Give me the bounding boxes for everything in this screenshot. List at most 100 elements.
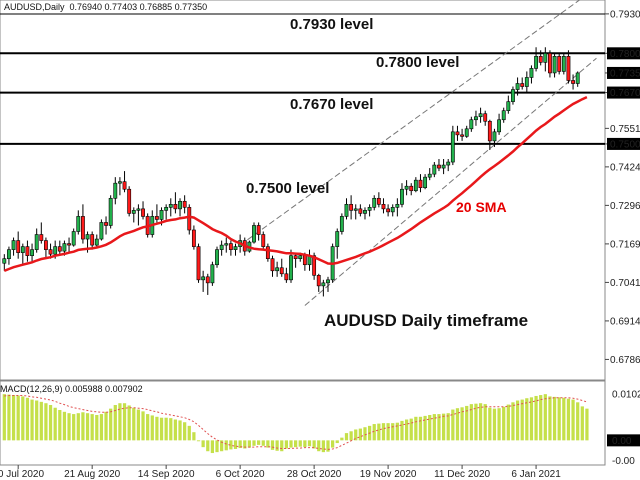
candle-body (316, 275, 321, 287)
candle-body (302, 255, 307, 266)
channel-lower-line (304, 57, 597, 306)
candle-body (71, 231, 76, 246)
candle-body (515, 83, 520, 90)
macd-histogram-bar (192, 432, 196, 441)
macd-histogram-bar (81, 412, 85, 441)
candle-body (48, 249, 53, 255)
macd-histogram-bar (201, 440, 205, 448)
macd-histogram-bar (580, 406, 584, 441)
macd-histogram-bar (39, 401, 43, 441)
macd-histogram-bar (44, 403, 48, 441)
macd-histogram-bar (215, 440, 219, 453)
macd-histogram-bar (164, 417, 168, 441)
macd-tick-label: -0.00 (612, 456, 635, 467)
macd-histogram-bar (363, 427, 367, 441)
candle-body (557, 56, 562, 72)
macd-histogram-bar (48, 405, 53, 441)
candle-body (363, 210, 367, 214)
macd-histogram-bar (187, 425, 191, 441)
macd-histogram-bar (552, 396, 557, 441)
candle-body (552, 56, 557, 74)
macd-histogram-bar (428, 414, 432, 441)
candle-body (39, 234, 44, 241)
candle-body (44, 240, 48, 250)
macd-histogram-bar (451, 409, 455, 441)
macd-histogram-bar (289, 440, 293, 448)
price-tag (607, 86, 640, 99)
macd-histogram-bar (183, 422, 187, 441)
macd-histogram-bar (2, 394, 6, 441)
candle-body (293, 255, 298, 259)
macd-histogram-bar (571, 399, 575, 441)
macd-histogram-bar (404, 419, 409, 441)
macd-histogram-bar (465, 405, 469, 441)
candle-body (326, 279, 330, 284)
macd-indicator (2, 394, 589, 454)
candle-body (418, 179, 423, 189)
candle-body (173, 204, 178, 210)
candle-body (141, 208, 145, 217)
candle-body (265, 246, 270, 259)
macd-histogram-bar (414, 416, 418, 441)
macd-histogram-bar (317, 440, 321, 452)
sma-line (3, 95, 588, 272)
macd-histogram-bar (178, 420, 182, 441)
sma-20-line (3, 95, 588, 272)
macd-histogram-bar (95, 414, 99, 441)
annotation-level-7500: 0.7500 level (246, 180, 329, 197)
candle-body (270, 258, 275, 272)
annotation-level-7930: 0.7930 level (290, 16, 373, 33)
macd-histogram-bar (330, 440, 335, 448)
candle-body (201, 276, 206, 281)
macd-histogram-bar (252, 440, 256, 446)
candle-body (187, 207, 192, 231)
macd-histogram-bar (469, 404, 473, 441)
candle-body (34, 234, 39, 250)
candle-body (224, 243, 229, 246)
candle-body (154, 216, 159, 220)
macd-histogram-bar (432, 414, 436, 441)
price-tick-label: 0.67865 (610, 355, 640, 366)
macd-histogram-bar (534, 395, 538, 441)
candle-body (284, 273, 289, 281)
macd-zero-tag (607, 434, 640, 447)
candle-body (104, 222, 108, 226)
date-tick-label: 28 Oct 2020 (287, 469, 342, 480)
channel-upper-line (239, 0, 581, 246)
macd-histogram-bar (127, 405, 131, 441)
candle-body (312, 255, 317, 276)
macd-histogram-bar (515, 400, 520, 441)
macd-histogram-bar (141, 411, 145, 441)
candle-body (81, 216, 85, 240)
symbol-text: AUDUSD,Daily (4, 2, 65, 12)
price-tick-label: 0.70415 (610, 278, 640, 289)
date-tick-label: 21 Aug 2020 (64, 469, 121, 480)
candle-body (413, 179, 418, 192)
candle-body (62, 243, 67, 252)
candle-body (20, 246, 25, 253)
macd-histogram-bar (474, 403, 478, 441)
macd-histogram-bar (113, 405, 117, 441)
candle-body (501, 110, 506, 121)
price-pane (0, 0, 606, 381)
macd-histogram-bar (321, 440, 325, 453)
macd-histogram-bar (455, 408, 460, 441)
candle-body (339, 216, 344, 232)
macd-histogram-bar (159, 417, 164, 441)
price-tick-label: 0.77350 (610, 68, 640, 79)
annotation-level-7670: 0.7670 level (290, 96, 373, 113)
candle-body (400, 188, 404, 205)
annotation-level-7800: 0.7800 level (376, 54, 459, 71)
candle-body (441, 164, 446, 169)
candle-body (11, 240, 16, 250)
macd-histogram-bar (307, 440, 312, 447)
macd-histogram-bar (132, 407, 136, 441)
candle-body (131, 210, 136, 214)
price-tag (607, 47, 640, 60)
candle-body (423, 176, 428, 189)
macd-histogram-bar (169, 418, 173, 441)
macd-histogram-bar (53, 407, 57, 441)
macd-histogram-bar (62, 411, 67, 441)
